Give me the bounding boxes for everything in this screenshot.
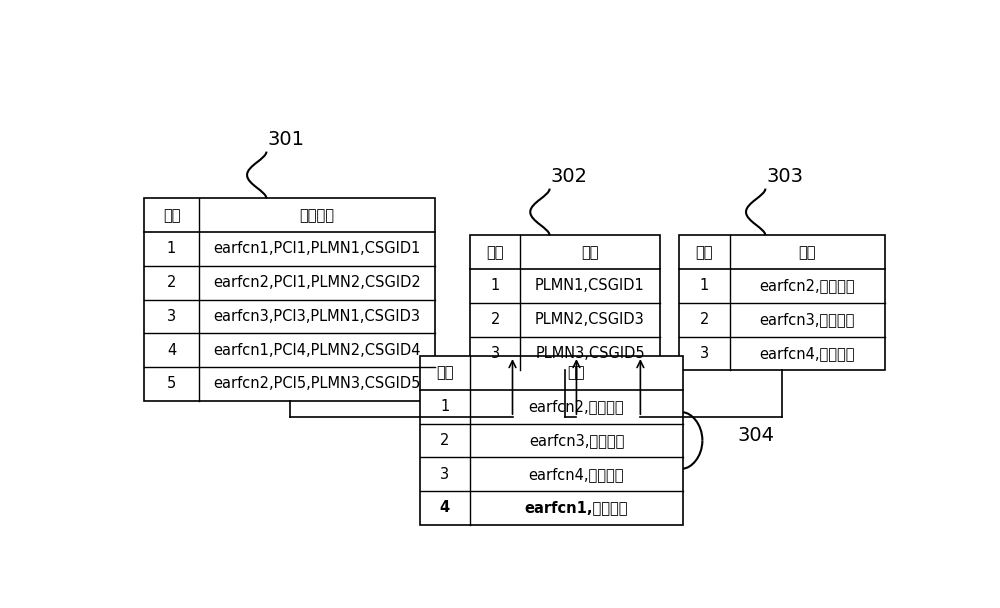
Text: PLMN3,CSGID5: PLMN3,CSGID5 — [535, 346, 645, 361]
Bar — [679, 235, 885, 370]
Text: 序号: 序号 — [436, 365, 453, 381]
Text: earfcn1,PCI4,PLMN2,CSGID4: earfcn1,PCI4,PLMN2,CSGID4 — [213, 343, 421, 358]
Text: earfcn4,低优先级: earfcn4,低优先级 — [759, 346, 855, 361]
Text: 2: 2 — [440, 433, 449, 448]
Text: 1: 1 — [490, 278, 500, 294]
Text: 3: 3 — [490, 346, 500, 361]
Text: earfcn4,低优先级: earfcn4,低优先级 — [529, 467, 624, 482]
Text: PLMN1,CSGID1: PLMN1,CSGID1 — [535, 278, 645, 294]
Bar — [470, 235, 660, 370]
Text: 302: 302 — [550, 167, 587, 186]
Text: 序号: 序号 — [163, 208, 180, 223]
Text: 序号: 序号 — [696, 245, 713, 260]
Bar — [420, 356, 683, 525]
Text: 1: 1 — [700, 278, 709, 294]
Text: 5: 5 — [167, 376, 176, 392]
Text: 信息: 信息 — [798, 245, 816, 260]
Text: earfcn2,PCI1,PLMN2,CSGID2: earfcn2,PCI1,PLMN2,CSGID2 — [213, 275, 421, 290]
Text: 4: 4 — [440, 500, 450, 516]
Text: earfcn3,PCI3,PLMN1,CSGID3: earfcn3,PCI3,PLMN1,CSGID3 — [213, 309, 420, 324]
Text: 信息: 信息 — [581, 245, 599, 260]
Text: 4: 4 — [167, 343, 176, 358]
Text: 1: 1 — [440, 399, 449, 414]
Text: earfcn1,PCI1,PLMN1,CSGID1: earfcn1,PCI1,PLMN1,CSGID1 — [213, 241, 420, 257]
Text: 1: 1 — [167, 241, 176, 257]
Text: 2: 2 — [167, 275, 176, 290]
Text: 2: 2 — [490, 312, 500, 327]
Text: 304: 304 — [737, 426, 774, 445]
Text: 关键信息: 关键信息 — [299, 208, 334, 223]
Text: earfcn2,高优先级: earfcn2,高优先级 — [529, 399, 624, 414]
Text: 2: 2 — [700, 312, 709, 327]
Text: 301: 301 — [267, 130, 304, 150]
Text: 303: 303 — [766, 167, 803, 186]
Text: 3: 3 — [700, 346, 709, 361]
Text: earfcn2,低优先级: earfcn2,低优先级 — [759, 278, 855, 294]
Text: earfcn2,PCI5,PLMN3,CSGID5: earfcn2,PCI5,PLMN3,CSGID5 — [213, 376, 420, 392]
Text: 序号: 序号 — [486, 245, 504, 260]
Text: 信息: 信息 — [568, 365, 585, 381]
Text: earfcn1,高优先级: earfcn1,高优先级 — [525, 500, 628, 516]
Text: 3: 3 — [440, 467, 449, 482]
Text: PLMN2,CSGID3: PLMN2,CSGID3 — [535, 312, 645, 327]
Bar — [144, 198, 435, 401]
Text: earfcn3,等优先级: earfcn3,等优先级 — [759, 312, 855, 327]
Text: earfcn3,等优先级: earfcn3,等优先级 — [529, 433, 624, 448]
Text: 3: 3 — [167, 309, 176, 324]
